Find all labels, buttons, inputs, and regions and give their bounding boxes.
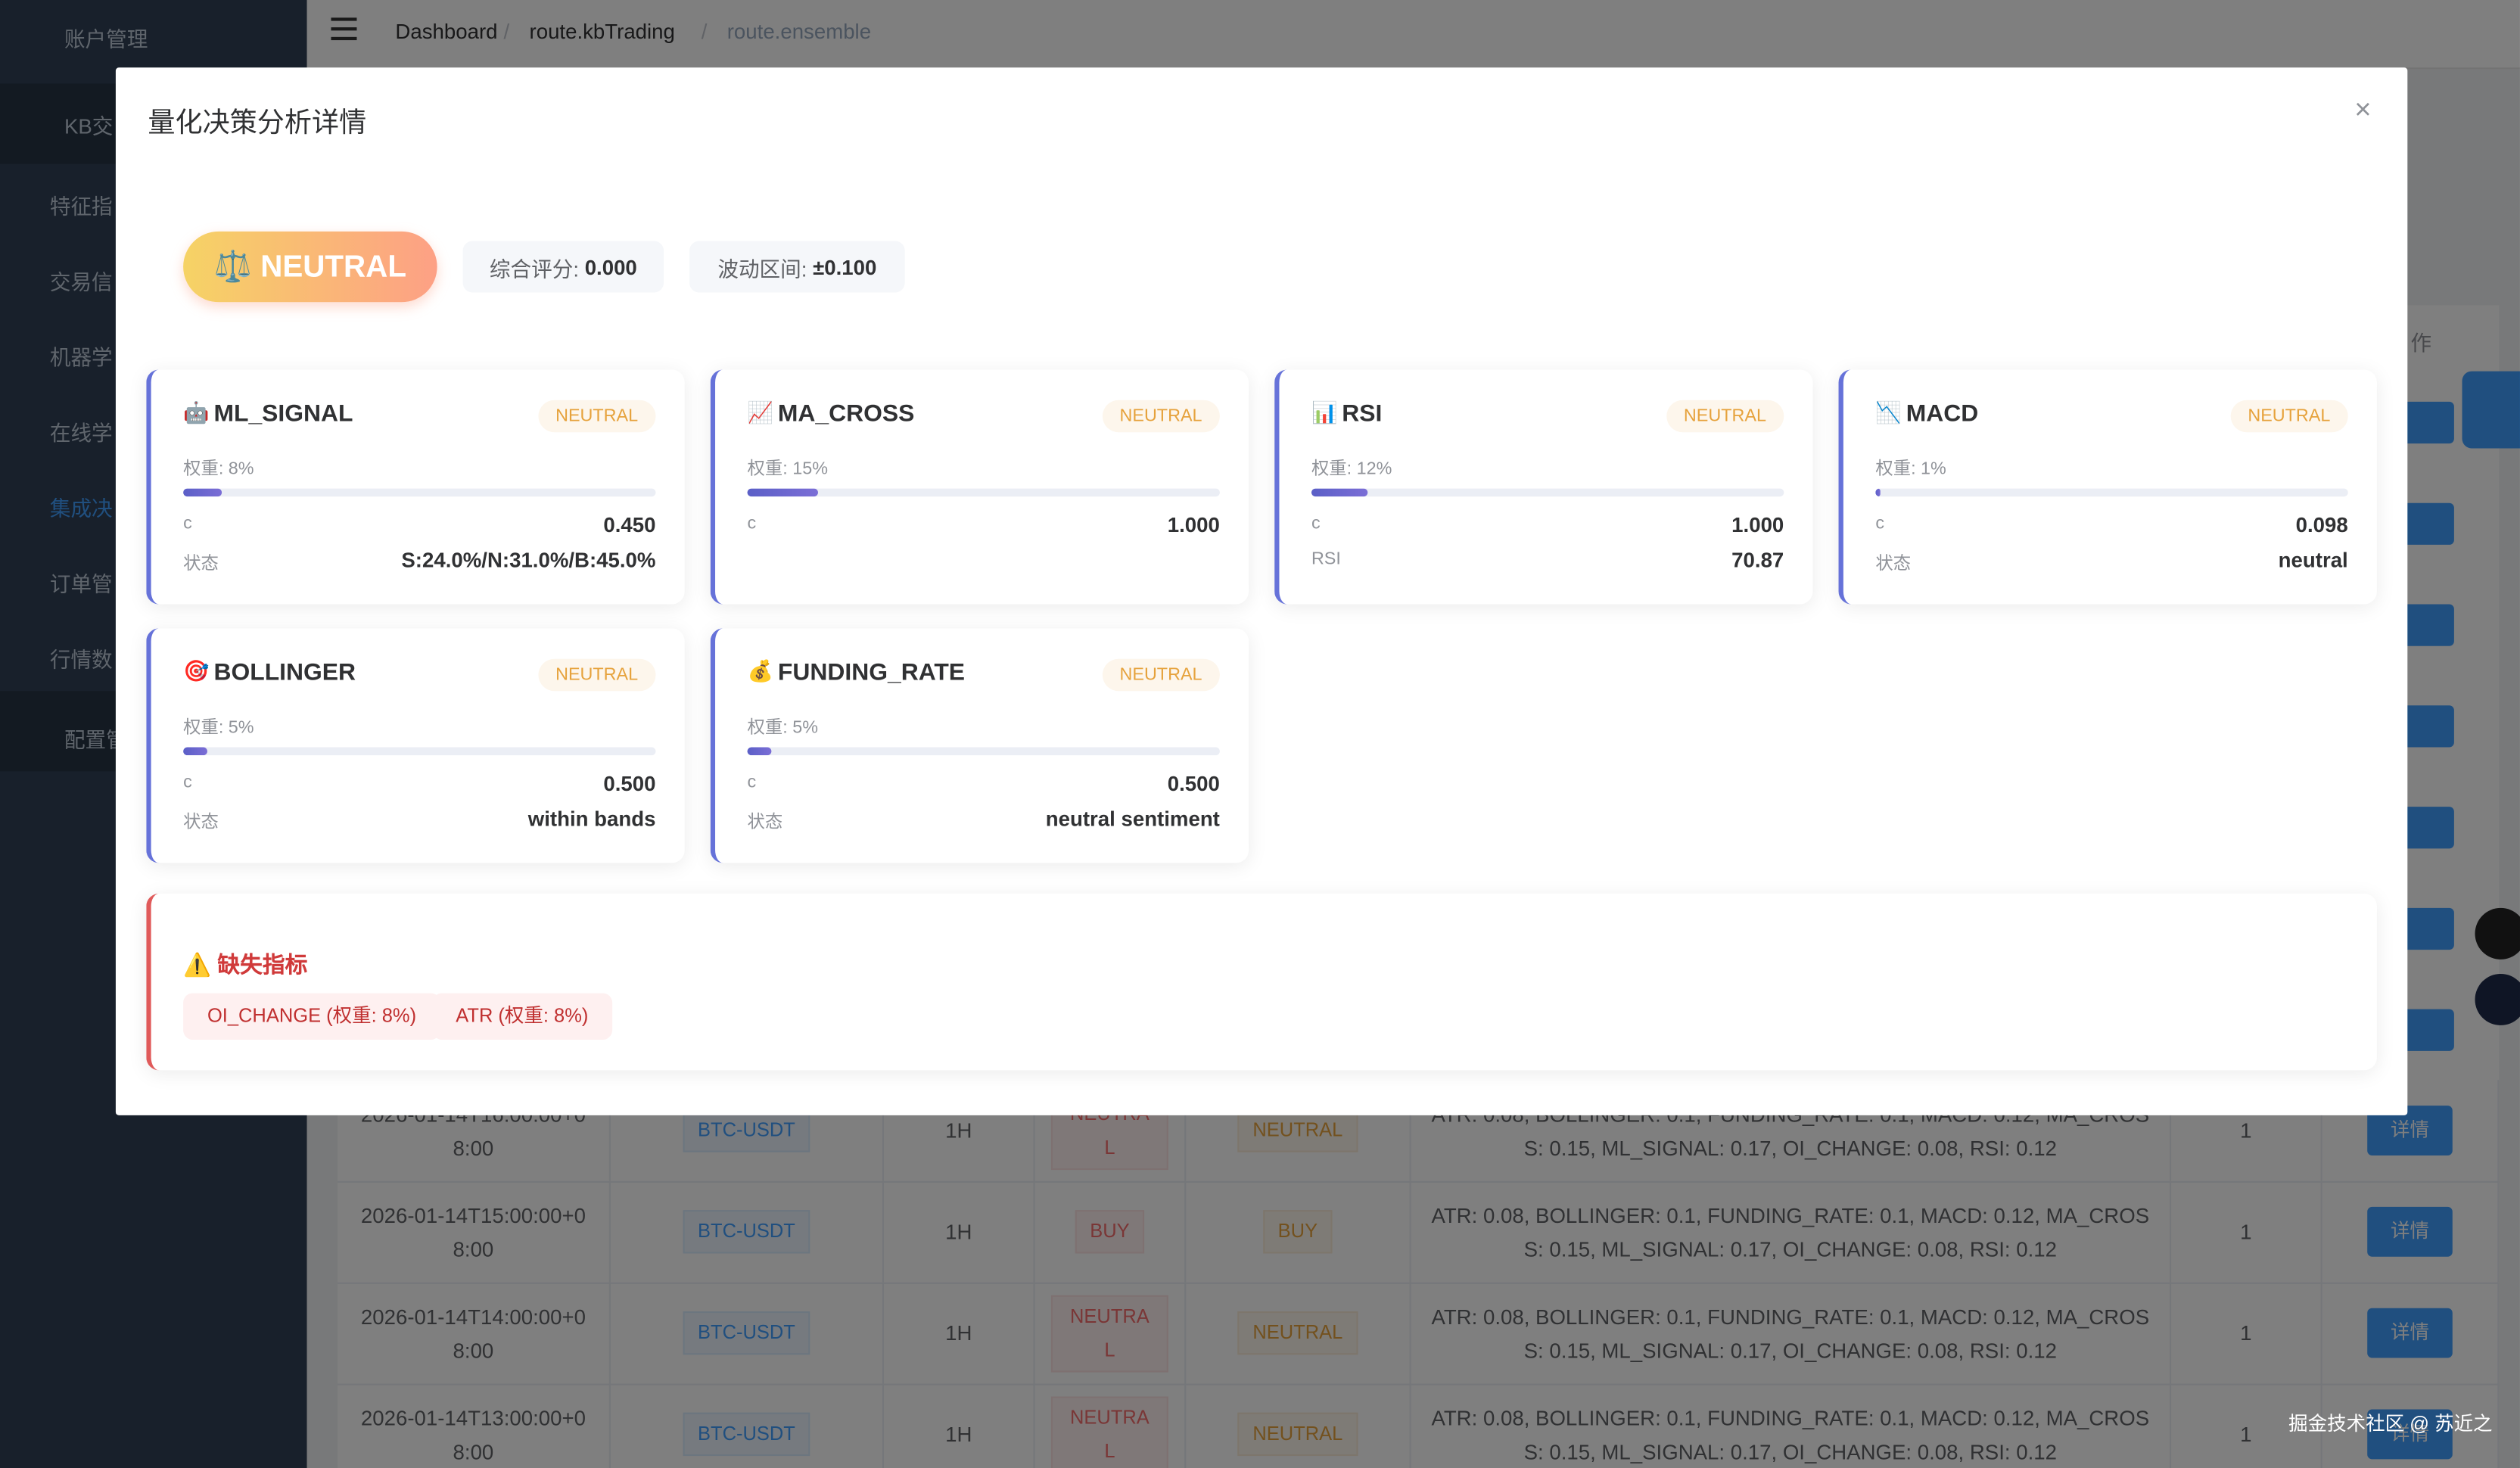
weight-label: 权重: 5% xyxy=(183,718,254,738)
chip-label: 波动区间: xyxy=(717,256,814,281)
missing-chip: OI_CHANGE (权重: 8%) xyxy=(183,993,440,1040)
row-value: neutral sentiment xyxy=(1045,807,1220,831)
card-name: BOLLINGER xyxy=(213,658,356,686)
weight-bar xyxy=(183,747,207,756)
missing-chip: ATR (权重: 8%) xyxy=(431,993,613,1040)
row-value: 0.098 xyxy=(2295,512,2348,537)
row-label: c xyxy=(183,514,192,534)
weight-label: 权重: 5% xyxy=(747,718,818,738)
card-badge: NEUTRAL xyxy=(537,400,656,433)
indicator-card: 📊 RSI NEUTRAL 权重: 12% c 1.000 RSI 70.87 xyxy=(1274,369,1813,605)
close-button[interactable]: × xyxy=(2354,93,2372,126)
chip-value: 0.000 xyxy=(584,254,637,279)
weight-track xyxy=(747,747,1220,756)
indicator-card: 🎯 BOLLINGER NEUTRAL 权重: 5% c 0.500 状态 within ba… xyxy=(146,628,685,863)
card-name: MACD xyxy=(1906,400,1979,428)
card-badge: NEUTRAL xyxy=(1666,400,1784,433)
row-label: 状态 xyxy=(183,813,219,833)
weight-label: 权重: 12% xyxy=(1311,459,1392,479)
row-label: c xyxy=(183,773,192,792)
indicator-card: 💰 FUNDING_RATE NEUTRAL 权重: 5% c 0.500 状态 neutra… xyxy=(710,628,1249,863)
card-badge: NEUTRAL xyxy=(1102,400,1220,433)
card-badge: NEUTRAL xyxy=(2229,400,2348,433)
missing-title: ⚠️ 缺失指标 xyxy=(183,951,308,978)
card-name: FUNDING_RATE xyxy=(777,658,966,686)
card-badge: NEUTRAL xyxy=(537,658,656,692)
card-icon: 📊 xyxy=(1311,400,1338,425)
card-name: RSI xyxy=(1342,400,1383,428)
row-label: 状态 xyxy=(183,554,219,574)
weight-track xyxy=(747,488,1220,497)
weight-bar xyxy=(183,488,222,497)
row-value: neutral xyxy=(2278,548,2348,573)
row-value: 1.000 xyxy=(1731,512,1784,537)
row-label: RSI xyxy=(1311,549,1341,569)
row-value: S:24.0%/N:31.0%/B:45.0% xyxy=(401,548,656,573)
modal: 量化决策分析详情 × ⚖️ NEUTRAL 综合评分: 0.000 波动区间: ±0.1… xyxy=(115,67,2408,1115)
chip-label: 综合评分: xyxy=(489,256,585,281)
row-label: c xyxy=(1875,514,1885,534)
row-value: within bands xyxy=(527,807,656,831)
row-value: 0.500 xyxy=(1167,771,1220,796)
weight-bar xyxy=(1311,488,1368,497)
row-value: 0.450 xyxy=(603,512,656,537)
watermark: 掘金技术社区 @ 苏近之 xyxy=(2288,1412,2493,1435)
card-badge: NEUTRAL xyxy=(1102,658,1220,692)
indicator-card: 📉 MACD NEUTRAL 权重: 1% c 0.098 状态 neutral xyxy=(1838,369,2377,605)
indicator-card: 🤖 ML_SIGNAL NEUTRAL 权重: 8% c 0.450 状态 S:24.0%/N… xyxy=(146,369,685,605)
row-label: 状态 xyxy=(1875,554,1912,574)
missing-box: ⚠️ 缺失指标 OI_CHANGE (权重: 8%) ATR (权重: 8%) xyxy=(146,893,2377,1071)
row-value: 70.87 xyxy=(1731,548,1784,573)
row-value: 0.500 xyxy=(603,771,656,796)
weight-track xyxy=(183,488,656,497)
weight-bar xyxy=(1875,488,1881,497)
card-icon: 📉 xyxy=(1875,400,1902,425)
row-label: c xyxy=(1311,514,1321,534)
row-label: c xyxy=(747,773,757,792)
weight-bar xyxy=(747,488,819,497)
card-icon: 📈 xyxy=(747,400,773,425)
weight-label: 权重: 1% xyxy=(1875,459,1946,479)
weight-label: 权重: 8% xyxy=(183,459,254,479)
weight-track xyxy=(183,747,656,756)
card-icon: 💰 xyxy=(747,658,773,683)
indicator-card: 📈 MA_CROSS NEUTRAL 权重: 15% c 1.000 xyxy=(710,369,1249,605)
row-value: 1.000 xyxy=(1167,512,1220,537)
card-icon: 🤖 xyxy=(183,400,210,425)
summary-chip: 波动区间: ±0.100 xyxy=(689,241,905,293)
signal-badge: ⚖️ NEUTRAL xyxy=(183,231,437,303)
weight-track xyxy=(1875,488,2348,497)
card-name: ML_SIGNAL xyxy=(213,400,353,428)
row-label: 状态 xyxy=(747,813,783,833)
summary-chip: 综合评分: 0.000 xyxy=(462,241,664,293)
weight-label: 权重: 15% xyxy=(747,459,829,479)
weight-bar xyxy=(747,747,771,756)
weight-track xyxy=(1311,488,1784,497)
modal-title: 量化决策分析详情 xyxy=(148,107,367,138)
row-label: c xyxy=(747,514,757,534)
card-name: MA_CROSS xyxy=(777,400,915,428)
chip-value: ±0.100 xyxy=(813,254,877,279)
card-icon: 🎯 xyxy=(183,658,210,683)
